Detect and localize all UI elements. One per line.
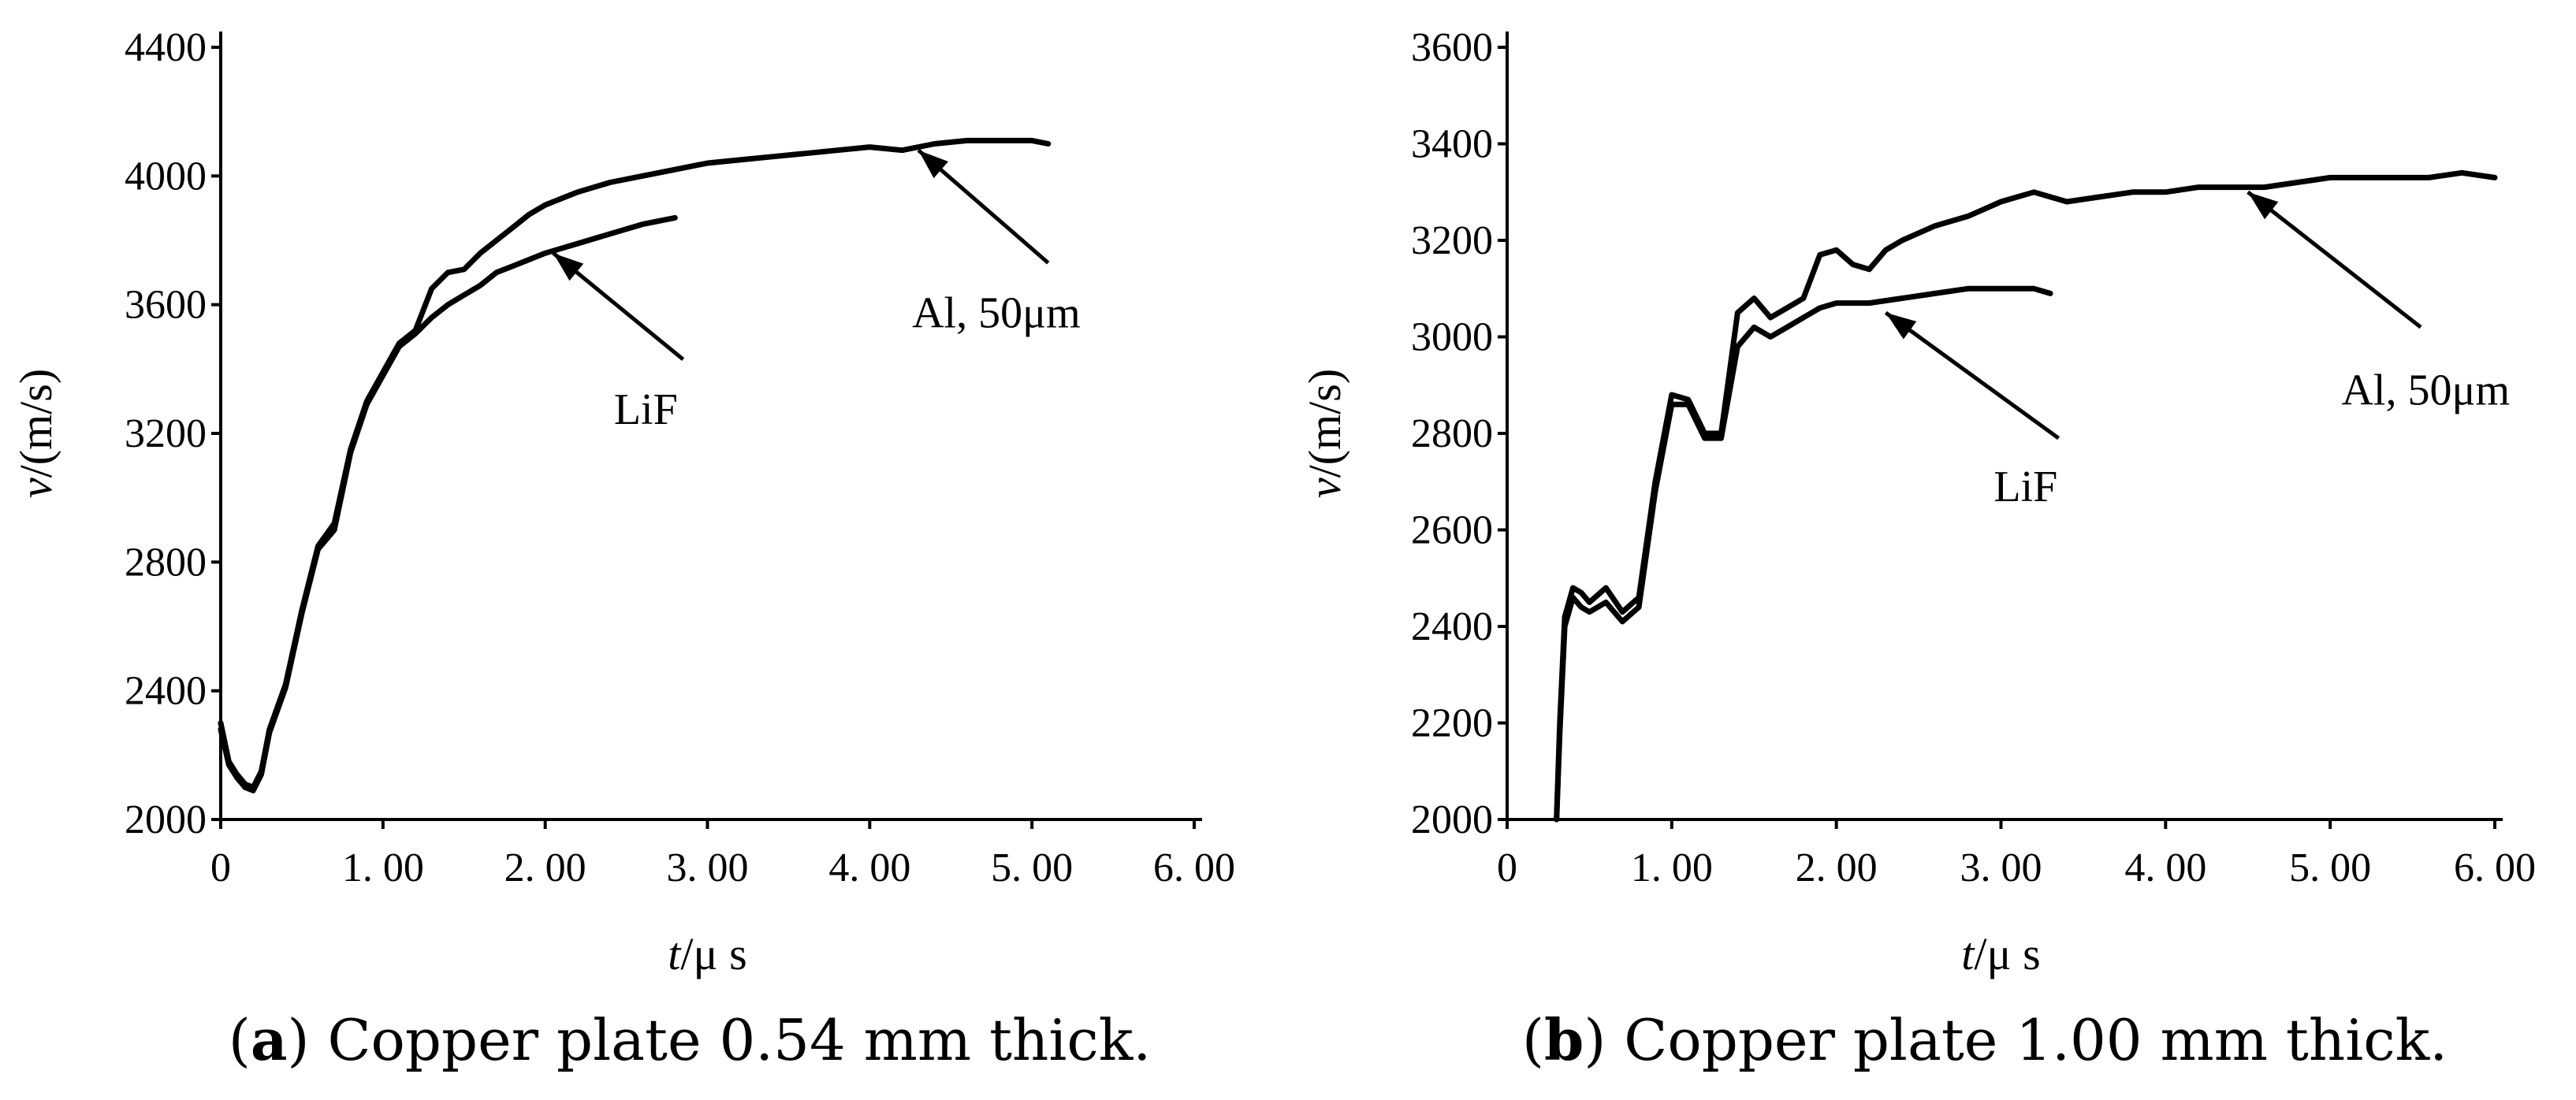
y-tick-label: 2000 [1411, 797, 1493, 842]
y-tick-label: 3000 [1411, 315, 1493, 360]
annotation-label: Al, 50μm [2341, 366, 2510, 414]
x-tick-label: 0 [1497, 845, 1517, 890]
x-tick-label: 6. 00 [1153, 845, 1235, 890]
x-tick-label: 5. 00 [991, 845, 1073, 890]
x-tick-label: 4. 00 [2124, 845, 2206, 890]
annotation-arrow-line [2247, 190, 2422, 329]
y-tick-label: 3400 [1411, 122, 1493, 167]
series-line-al-50um [218, 137, 1052, 790]
y-axis-label: v/(m/s) [10, 369, 61, 498]
y-tick-label: 3200 [1411, 218, 1493, 263]
panel-caption: (b) Copper plate 1.00 mm thick. [1522, 1006, 2448, 1073]
annotation-arrow-head [553, 253, 584, 281]
x-axis-label: t/μ s [668, 928, 746, 979]
annotation-arrow-head [2247, 191, 2279, 220]
annotation-arrow-line [1884, 310, 2060, 440]
x-tick-label: 4. 00 [828, 845, 910, 890]
series-line-lif [1554, 285, 2053, 823]
panel-a-chart: 2000 2400 2800 3200 3600 4000 4400 0 1. 00 2. 00 3… [10, 25, 1235, 1073]
x-axis-label: t/μ s [1961, 928, 2040, 979]
x-tick-label: 2. 00 [504, 845, 586, 890]
x-tick-label: 0 [210, 845, 231, 890]
panel-b-chart: 2000 2200 2400 2600 2800 3000 3200 3400 3600 0 1. … [1299, 25, 2536, 1073]
y-tick-label: 3200 [125, 411, 207, 456]
y-tick-label: 2800 [1411, 411, 1493, 456]
annotation-label: Al, 50μm [912, 288, 1081, 337]
annotation-label: LiF [614, 385, 678, 434]
x-tick-label: 3. 00 [667, 845, 749, 890]
y-tick-label: 4400 [125, 25, 207, 70]
y-tick-label: 4000 [125, 154, 207, 199]
x-tick-label: 6. 00 [2454, 845, 2536, 890]
y-axis-label: v/(m/s) [1299, 369, 1350, 498]
y-tick-label: 3600 [1411, 25, 1493, 70]
x-tick-label: 1. 00 [1631, 845, 1713, 890]
series-line-al-50um [1554, 169, 2498, 823]
annotation-arrow-head [1885, 312, 1917, 340]
annotation-arrow-head [918, 150, 948, 179]
y-tick-label: 2000 [125, 797, 207, 842]
y-tick-label: 2600 [1411, 508, 1493, 553]
series-line-lif [218, 214, 678, 793]
panel-caption: (a) Copper plate 0.54 mm thick. [229, 1006, 1152, 1073]
x-tick-label: 3. 00 [1960, 845, 2042, 890]
y-tick-label: 2800 [125, 540, 207, 585]
y-tick-label: 2400 [125, 669, 207, 714]
y-tick-label: 2400 [1411, 604, 1493, 649]
x-tick-label: 1. 00 [342, 845, 424, 890]
y-tick-label: 3600 [125, 283, 207, 328]
x-tick-label: 5. 00 [2289, 845, 2371, 890]
annotation-label: LiF [1993, 463, 2057, 511]
y-tick-label: 2200 [1411, 701, 1493, 746]
x-tick-label: 2. 00 [1796, 845, 1878, 890]
